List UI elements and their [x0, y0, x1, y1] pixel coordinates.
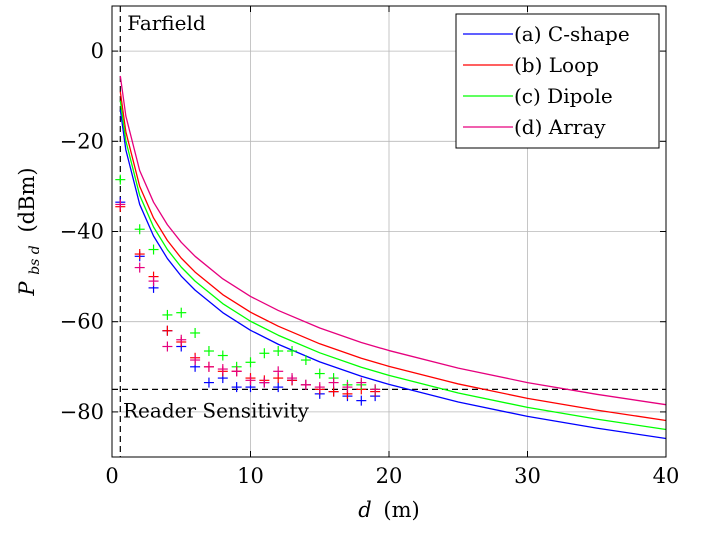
measured-point-2 [115, 174, 126, 185]
measured-point-2 [259, 348, 270, 359]
y-axis-subscript: bs d [27, 245, 43, 275]
measured-point-2 [134, 224, 145, 235]
measured-point-2 [162, 309, 173, 320]
measured-point-2 [273, 346, 284, 357]
reader-sensitivity-label: Reader Sensitivity [123, 398, 310, 422]
measured-point-3 [259, 377, 270, 388]
x-tick-label: 30 [514, 464, 541, 488]
measured-point-0 [203, 377, 214, 388]
y-tick-label: −80 [60, 400, 104, 424]
x-axis-var: d [358, 498, 371, 522]
measured-point-3 [314, 382, 325, 393]
measured-point-2 [314, 368, 325, 379]
measured-point-2 [203, 346, 214, 357]
legend-label-1: (b) Loop [514, 53, 599, 77]
measured-point-1 [328, 386, 339, 397]
legend: (a) C-shape (b) Loop (c) Dipole (d) Array [455, 13, 660, 149]
measured-point-2 [176, 307, 187, 318]
y-tick-label: 0 [91, 39, 104, 63]
x-tick-label: 0 [105, 464, 118, 488]
measured-point-3 [245, 375, 256, 386]
x-axis-label: d (m) [358, 498, 419, 522]
measured-point-3 [273, 366, 284, 377]
y-axis-label: P bs d (dBm) [15, 167, 44, 296]
legend-label-3: (d) Array [514, 115, 606, 139]
legend-box [455, 13, 660, 149]
measured-point-3 [370, 384, 381, 395]
measured-point-3 [176, 334, 187, 345]
x-tick-label: 20 [376, 464, 403, 488]
measured-point-3 [217, 364, 228, 375]
series-line-2 [119, 100, 667, 431]
measured-point-3 [356, 377, 367, 388]
measured-point-3 [148, 276, 159, 287]
y-axis-var: P [15, 281, 39, 297]
measured-point-3 [190, 355, 201, 366]
measured-point-1 [134, 249, 145, 260]
measured-point-0 [231, 382, 242, 393]
measured-point-3 [300, 379, 311, 390]
measured-point-3 [162, 341, 173, 352]
x-tick-label: 40 [653, 464, 680, 488]
legend-label-0: (a) C-shape [514, 22, 630, 46]
measured-point-2 [217, 350, 228, 361]
legend-label-2: (c) Dipole [514, 84, 613, 108]
measured-point-2 [287, 346, 298, 357]
measured-point-3 [134, 262, 145, 273]
y-tick-label: −40 [60, 220, 104, 244]
measured-point-2 [245, 357, 256, 368]
series-line-0 [119, 109, 667, 440]
series-line-3 [119, 75, 667, 406]
reference-lines [112, 6, 666, 457]
y-tick-label: −20 [60, 129, 104, 153]
measured-point-0 [356, 395, 367, 406]
series-line-1 [119, 91, 667, 422]
measured-point-2 [148, 244, 159, 255]
y-axis-unit: (dBm) [15, 167, 39, 232]
farfield-label: Farfield [127, 11, 206, 35]
measured-point-0 [273, 382, 284, 393]
axis-ticks [111, 6, 667, 457]
measured-point-3 [287, 373, 298, 384]
measured-point-3 [342, 382, 353, 393]
measured-point-2 [190, 327, 201, 338]
y-tick-label: −60 [60, 310, 104, 334]
measured-point-3 [203, 361, 214, 372]
measured-point-3 [115, 199, 126, 210]
measured-point-3 [231, 366, 242, 377]
plot-area [115, 75, 667, 440]
measured-point-2 [300, 355, 311, 366]
x-tick-label: 10 [237, 464, 264, 488]
measured-point-3 [328, 377, 339, 388]
measured-point-1 [162, 325, 173, 336]
x-axis-unit: (m) [383, 498, 419, 522]
